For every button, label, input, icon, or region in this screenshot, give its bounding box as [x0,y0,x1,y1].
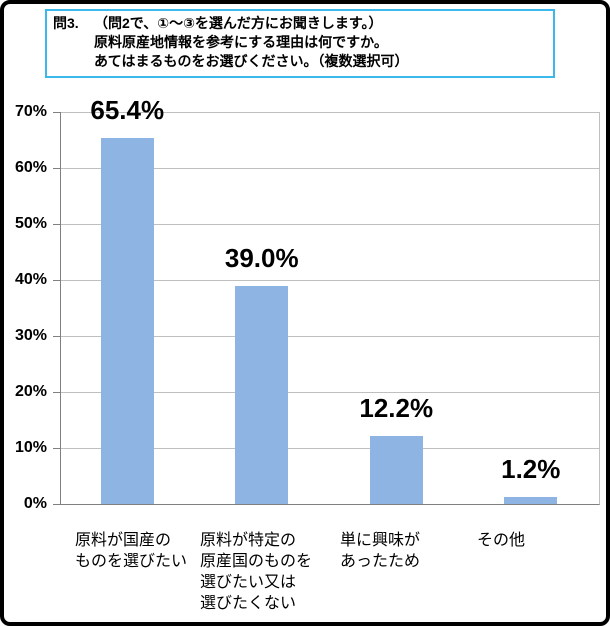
bar-value-label: 12.2% [359,392,434,423]
question-line: あてはまるものをお選びください。（複数選択可） [94,53,409,69]
gridline [61,224,599,225]
y-tick-mark [53,392,60,393]
bar-value-label: 1.2% [501,454,561,485]
y-axis-tick-label: 60% [14,159,47,176]
y-tick-mark [53,224,60,225]
bar [504,497,558,504]
y-tick-mark [53,280,60,281]
question-line: （問2で、①～③を選んだ方にお聞きします。） [94,15,383,31]
bar [235,285,289,504]
question-line: 原料原産地情報を参考にする理由は何ですか。 [94,34,388,50]
question-text: （問2で、①～③を選んだ方にお聞きします。） 原料原産地情報を参考にする理由は何… [94,14,408,71]
bar [369,435,423,504]
category-label: 原料が特定の 原産国のものを 選びたい又は 選びたくない [200,532,313,612]
y-tick-mark [53,504,60,505]
gridline [61,112,599,113]
y-axis-tick-label: 50% [14,215,47,232]
y-axis-tick-label: 30% [14,327,47,344]
gridline [61,280,599,281]
bar [100,137,154,504]
y-axis-tick-label: 20% [14,383,47,400]
gridline [61,392,599,393]
bar-value-label: 39.0% [224,242,299,273]
y-axis-tick-label: 10% [14,439,47,456]
y-axis-tick-label: 40% [14,271,47,288]
plot-area [60,112,600,505]
gridline [61,336,599,337]
gridline [61,448,599,449]
y-axis-tick-label: 0% [23,495,47,512]
category-label: 原料が国産の ものを選びたい [75,532,188,570]
category-label: 単に興味が あったため [340,532,421,570]
y-tick-mark [53,336,60,337]
question-number: 問3. [53,15,79,31]
y-axis-tick-label: 70% [14,103,47,120]
bar-value-label: 65.4% [90,94,165,125]
y-tick-mark [53,112,60,113]
gridline [61,168,599,169]
y-tick-mark [53,448,60,449]
category-label: その他 [477,532,526,549]
question-box: 問3. （問2で、①～③を選んだ方にお聞きします。） 原料原産地情報を参考にする… [45,9,555,78]
y-tick-mark [53,168,60,169]
